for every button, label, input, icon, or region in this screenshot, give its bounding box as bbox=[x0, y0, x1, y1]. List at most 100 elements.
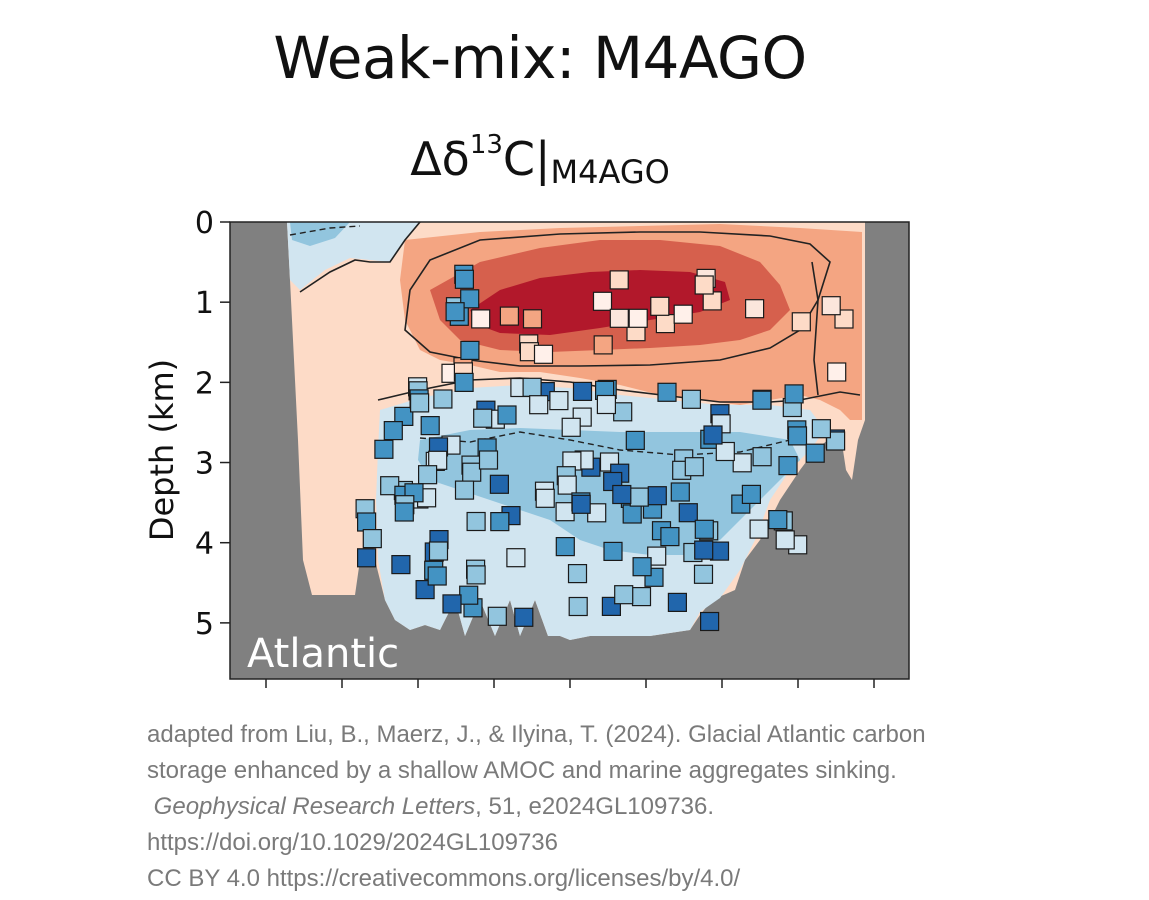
observation-marker bbox=[428, 450, 448, 470]
observation-marker bbox=[667, 592, 688, 613]
observation-marker bbox=[568, 596, 588, 617]
observation-marker bbox=[571, 494, 591, 514]
observation-marker bbox=[699, 611, 720, 632]
observation-marker bbox=[752, 390, 772, 410]
y-tick-label: 3 bbox=[195, 447, 214, 482]
observation-marker bbox=[609, 308, 629, 328]
observation-marker bbox=[418, 465, 438, 485]
observation-marker bbox=[478, 450, 499, 470]
observation-marker bbox=[715, 441, 735, 462]
observation-marker bbox=[768, 510, 788, 530]
contour-line-vertical-east bbox=[811, 261, 819, 396]
observation-marker bbox=[632, 557, 652, 577]
observation-marker bbox=[490, 511, 510, 532]
observation-marker bbox=[593, 335, 613, 355]
observation-marker bbox=[533, 344, 554, 364]
observation-marker bbox=[557, 475, 577, 495]
observation-marker bbox=[374, 439, 394, 459]
y-tick-label: 4 bbox=[195, 527, 214, 562]
observation-marker bbox=[460, 340, 480, 360]
observation-marker bbox=[749, 519, 769, 539]
observation-marker bbox=[787, 426, 808, 446]
observation-marker bbox=[650, 296, 670, 316]
observation-marker bbox=[613, 402, 633, 422]
observation-marker bbox=[466, 511, 486, 532]
observation-marker bbox=[427, 566, 447, 586]
observation-marker bbox=[535, 488, 555, 508]
observation-marker bbox=[506, 548, 526, 568]
observation-marker bbox=[462, 462, 482, 482]
observation-marker bbox=[596, 394, 617, 415]
observation-marker bbox=[678, 503, 698, 523]
y-tick-label: 2 bbox=[195, 366, 214, 401]
observation-marker bbox=[433, 389, 453, 409]
credit-doi-link[interactable]: https://doi.org/10.1029/2024GL109736 bbox=[147, 829, 558, 856]
observation-marker bbox=[454, 269, 474, 289]
observation-marker bbox=[670, 482, 690, 502]
observation-marker bbox=[383, 421, 403, 441]
observation-marker bbox=[752, 447, 772, 467]
observation-marker bbox=[454, 480, 475, 500]
observation-marker bbox=[522, 377, 542, 397]
observation-marker bbox=[681, 389, 702, 409]
observation-marker bbox=[614, 585, 634, 605]
observation-marker bbox=[603, 541, 623, 562]
observation-marker bbox=[821, 296, 841, 316]
credit-line-1: adapted from Liu, B., Maerz, J., & Ilyin… bbox=[147, 721, 926, 748]
chart-title: Weak-mix: M4AGO bbox=[273, 24, 807, 92]
observation-marker bbox=[657, 382, 677, 402]
observation-marker bbox=[702, 291, 722, 311]
credit-journal: Geophysical Research Letters bbox=[153, 793, 476, 820]
observation-marker bbox=[629, 487, 649, 507]
observation-marker bbox=[631, 586, 652, 607]
observation-marker bbox=[660, 526, 680, 547]
y-axis-label: Depth (km) bbox=[143, 359, 181, 541]
observation-marker bbox=[628, 308, 648, 328]
observation-marker bbox=[805, 443, 825, 463]
observation-marker bbox=[394, 406, 414, 426]
observation-marker bbox=[647, 486, 667, 506]
observation-marker bbox=[514, 607, 534, 627]
image-credit: adapted from Liu, B., Maerz, J., & Ilyin… bbox=[147, 717, 1107, 897]
credit-volume: , 51, e2024GL109736. bbox=[475, 793, 715, 820]
observation-marker bbox=[655, 314, 676, 334]
observation-marker bbox=[825, 431, 846, 451]
observation-marker bbox=[775, 530, 795, 550]
credit-license-link[interactable]: CC BY 4.0 https://creativecommons.org/li… bbox=[147, 865, 741, 892]
observation-marker bbox=[522, 309, 543, 329]
plot-area bbox=[230, 222, 909, 679]
observation-marker bbox=[703, 425, 723, 445]
observation-marker bbox=[693, 564, 714, 584]
observation-marker bbox=[811, 419, 832, 439]
observation-marker bbox=[625, 430, 645, 450]
observation-marker bbox=[592, 291, 613, 311]
credit-line-2: storage enhanced by a shallow AMOC and m… bbox=[147, 757, 897, 784]
observation-marker bbox=[561, 417, 581, 437]
observation-marker bbox=[362, 528, 382, 549]
observation-marker bbox=[410, 393, 430, 413]
observation-marker bbox=[473, 408, 493, 428]
observation-marker bbox=[673, 304, 693, 324]
observation-marker bbox=[391, 554, 411, 575]
subtitle-subscript: M4AGO bbox=[550, 153, 670, 191]
y-tick-label: 5 bbox=[195, 607, 214, 642]
observation-marker bbox=[694, 275, 714, 295]
observation-marker bbox=[622, 504, 642, 524]
observation-marker bbox=[694, 540, 714, 560]
observation-marker bbox=[741, 484, 762, 504]
observation-marker bbox=[694, 519, 714, 539]
observation-marker bbox=[497, 405, 517, 425]
observation-marker bbox=[357, 512, 377, 532]
chart-subtitle: Δδ13C|M4AGO bbox=[0, 130, 1080, 191]
credit-line-3: Geophysical Research Letters, 51, e2024G… bbox=[147, 789, 1107, 825]
observation-marker bbox=[612, 484, 632, 505]
observation-marker bbox=[420, 416, 440, 436]
y-tick-label: 1 bbox=[195, 286, 214, 321]
observation-marker bbox=[732, 453, 752, 473]
observation-marker bbox=[471, 309, 491, 329]
observation-marker bbox=[442, 594, 462, 614]
x-axis bbox=[265, 679, 875, 688]
observation-marker bbox=[572, 381, 593, 401]
observation-marker bbox=[357, 548, 377, 568]
observation-marker bbox=[459, 585, 479, 605]
